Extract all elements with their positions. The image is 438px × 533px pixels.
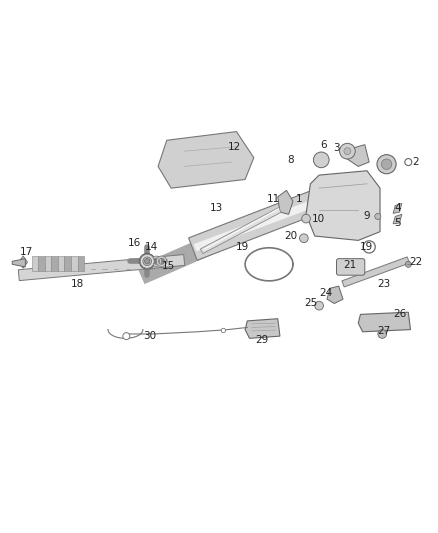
Text: 21: 21: [343, 260, 356, 270]
Text: 23: 23: [377, 279, 390, 289]
Polygon shape: [327, 286, 343, 303]
Text: 17: 17: [20, 247, 33, 257]
Polygon shape: [393, 214, 402, 224]
Polygon shape: [58, 256, 64, 271]
Polygon shape: [19, 256, 28, 268]
Text: 4: 4: [394, 203, 401, 213]
Circle shape: [140, 254, 154, 268]
Circle shape: [314, 152, 329, 168]
Polygon shape: [204, 208, 279, 250]
Polygon shape: [51, 256, 58, 271]
Wedge shape: [156, 256, 167, 266]
Text: 15: 15: [162, 261, 175, 271]
Circle shape: [315, 301, 323, 310]
Circle shape: [123, 333, 130, 340]
Text: 27: 27: [377, 326, 390, 336]
Polygon shape: [18, 255, 185, 280]
Wedge shape: [151, 256, 162, 266]
Polygon shape: [158, 132, 254, 188]
Circle shape: [363, 241, 375, 253]
Text: 9: 9: [364, 212, 370, 221]
Text: 13: 13: [210, 203, 223, 213]
Polygon shape: [64, 256, 71, 271]
Text: 6: 6: [320, 140, 327, 150]
Text: 20: 20: [284, 231, 297, 241]
Circle shape: [405, 261, 411, 268]
Text: 19: 19: [360, 242, 373, 252]
Polygon shape: [278, 190, 293, 214]
Polygon shape: [39, 256, 45, 271]
Polygon shape: [200, 208, 281, 254]
Circle shape: [300, 234, 308, 243]
Circle shape: [339, 143, 355, 159]
Circle shape: [405, 158, 412, 166]
Circle shape: [377, 155, 396, 174]
Text: 26: 26: [393, 309, 406, 319]
Text: 11: 11: [267, 194, 280, 204]
Text: 12: 12: [228, 142, 241, 152]
Text: 10: 10: [312, 214, 325, 224]
Text: 30: 30: [143, 331, 156, 341]
FancyBboxPatch shape: [336, 259, 365, 275]
Text: 22: 22: [409, 257, 422, 267]
Text: 1: 1: [296, 194, 303, 204]
Polygon shape: [32, 256, 39, 271]
Polygon shape: [358, 312, 410, 332]
Polygon shape: [306, 171, 380, 240]
Circle shape: [145, 259, 150, 264]
Circle shape: [344, 148, 351, 155]
Polygon shape: [342, 257, 410, 287]
Polygon shape: [393, 204, 402, 213]
Circle shape: [221, 328, 226, 333]
Text: 16: 16: [127, 238, 141, 247]
Text: 14: 14: [145, 242, 158, 252]
Polygon shape: [78, 256, 84, 271]
Text: 29: 29: [255, 335, 268, 345]
Circle shape: [375, 213, 381, 220]
Text: 19: 19: [237, 242, 250, 252]
Text: 3: 3: [333, 143, 340, 153]
Polygon shape: [345, 144, 369, 166]
Circle shape: [378, 329, 387, 338]
Polygon shape: [189, 179, 350, 260]
Text: 2: 2: [413, 157, 419, 167]
Polygon shape: [45, 256, 51, 271]
Text: 8: 8: [287, 155, 294, 165]
Circle shape: [302, 214, 311, 223]
Polygon shape: [12, 259, 25, 267]
Circle shape: [381, 159, 392, 169]
Text: 25: 25: [304, 298, 317, 309]
Polygon shape: [194, 188, 346, 252]
Text: 5: 5: [394, 218, 401, 228]
Text: 18: 18: [71, 279, 84, 289]
Polygon shape: [71, 256, 78, 271]
Circle shape: [139, 254, 155, 269]
Polygon shape: [245, 319, 280, 338]
Text: 24: 24: [319, 288, 332, 298]
Circle shape: [143, 257, 152, 265]
